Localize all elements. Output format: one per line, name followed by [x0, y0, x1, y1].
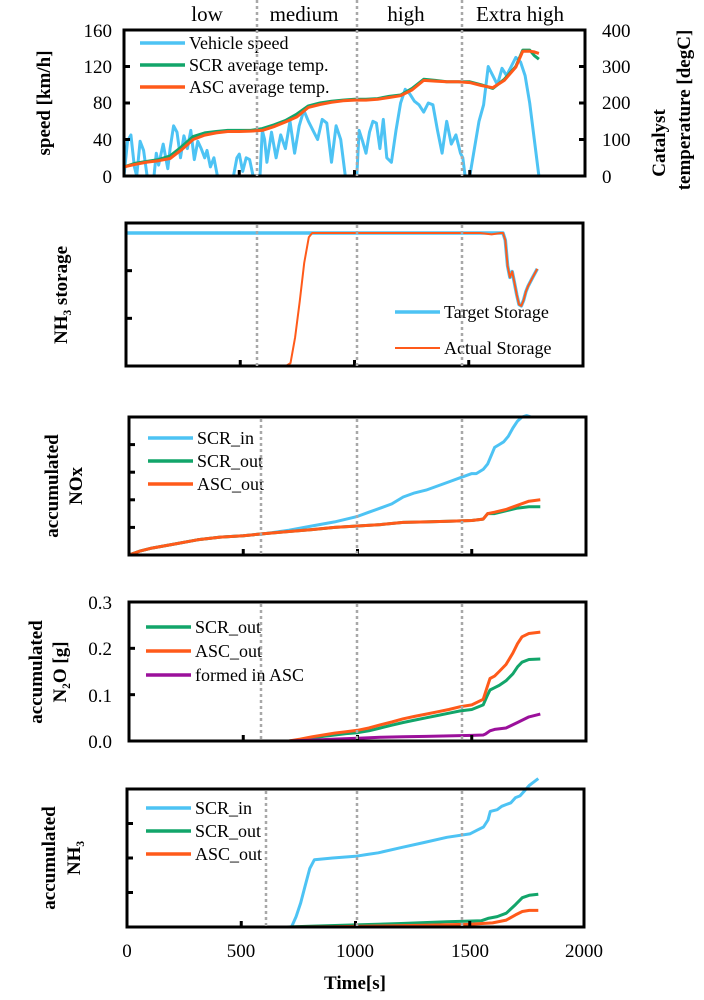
y-axis-label: speed [km/h] — [34, 50, 55, 155]
legend-label: Actual Storage — [444, 338, 551, 358]
legend-label: SCR_in — [197, 428, 254, 448]
phase-label-medium: medium — [270, 2, 339, 26]
y-tick-120: 120 — [84, 57, 113, 78]
x-tick-1000: 1000 — [336, 941, 374, 962]
y-tick-0.0: 0.0 — [88, 732, 112, 753]
series-line-scr-out — [129, 657, 541, 743]
y-axis-label-line2: NOx — [66, 467, 87, 506]
y-right-tick-0: 0 — [602, 167, 612, 188]
phase-label-high: high — [387, 2, 425, 26]
x-axis-label: Time[s] — [324, 973, 386, 994]
legend-label: SCR_in — [195, 798, 252, 818]
legend-label: ASC_out — [197, 474, 264, 494]
series-line-scr-out — [128, 505, 541, 557]
series-line-scr-in — [127, 777, 540, 929]
y-tick-0.3: 0.3 — [88, 593, 112, 614]
x-tick-2000: 2000 — [565, 941, 603, 962]
y-tick-80: 80 — [93, 93, 112, 114]
y-right-tick-100: 100 — [602, 130, 631, 151]
x-tick-500: 500 — [227, 941, 256, 962]
series-line-asc-out — [129, 630, 541, 743]
series-line-actual-storage — [126, 232, 539, 367]
y-axis-label-line2: N₂O [g] — [50, 641, 71, 702]
y-right-axis-label-line1: Catalyst — [649, 109, 670, 177]
y-tick-0: 0 — [103, 167, 113, 188]
series-line-asc-average-temp- — [123, 49, 540, 169]
series-line-vehicle-speed — [122, 55, 541, 178]
legend-label: SCR_out — [195, 821, 261, 841]
panel-nh3-storage: Target Storage Actual Storage NH₃ storage — [51, 221, 585, 368]
y-axis-label-line1: accumulated — [42, 434, 63, 538]
panel-accumulated-nox: SCR_in SCR_out ASC_out accumulated NOx — [42, 414, 588, 557]
y-axis-label-line2: NH₃ — [64, 841, 85, 876]
y-axis-label-line1: accumulated — [39, 806, 60, 910]
series-line-asc-out — [128, 498, 541, 557]
legend-label: SCR average temp. — [189, 55, 328, 75]
y-right-tick-200: 200 — [602, 93, 631, 114]
legend-label: formed in ASC — [195, 665, 304, 685]
y-right-tick-400: 400 — [602, 21, 631, 42]
x-tick-1500: 1500 — [451, 941, 489, 962]
series-line-scr-out — [127, 892, 539, 929]
legend-label: ASC_out — [195, 844, 262, 864]
y-axis-label: NH₃ storage — [51, 246, 72, 344]
y-tick-0.1: 0.1 — [88, 686, 112, 707]
legend-label: SCR_out — [195, 617, 261, 637]
legend-label: Target Storage — [444, 302, 549, 322]
y-tick-0.2: 0.2 — [88, 639, 112, 660]
phase-dividers — [255, 0, 464, 927]
y-tick-160: 160 — [84, 21, 113, 42]
series-line-formed-in-asc — [129, 712, 541, 743]
phase-label-extra-high: Extra high — [476, 2, 565, 26]
y-right-tick-300: 300 — [602, 57, 631, 78]
legend-label: ASC average temp. — [189, 77, 329, 97]
y-tick-40: 40 — [93, 130, 112, 151]
legend-label: SCR_out — [197, 451, 263, 471]
phase-label-low: low — [191, 2, 223, 26]
legend-label: ASC_out — [195, 641, 262, 661]
panel-accumulated-nh3: SCR_in SCR_out ASC_out 0 500 1000 1500 200… — [39, 777, 603, 994]
x-tick-0: 0 — [122, 941, 132, 962]
y-right-axis-label-line2: temperature [degC] — [674, 30, 695, 191]
legend-label: Vehicle speed — [189, 33, 288, 53]
y-axis-label-line1: accumulated — [26, 620, 47, 724]
series-line-target-storage — [126, 231, 539, 308]
